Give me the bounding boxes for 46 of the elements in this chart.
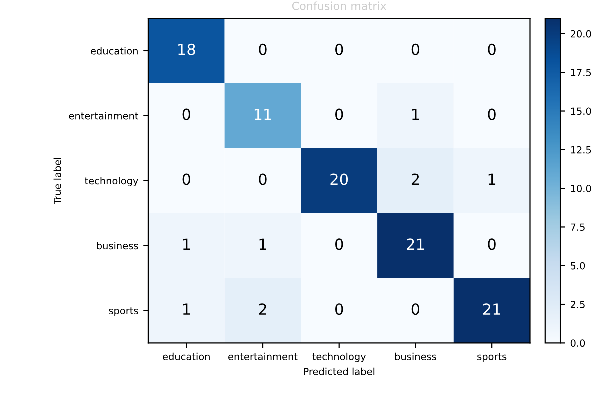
data-label: 0: [488, 238, 496, 250]
x-tick-label: sports: [478, 353, 507, 362]
y-tick-label: technology: [85, 177, 138, 187]
data-label: 0: [259, 44, 267, 56]
data-label: 0: [336, 238, 344, 250]
data-label: 0: [488, 108, 496, 120]
y-tick-label: business: [97, 242, 138, 250]
data-label: 0: [182, 174, 190, 186]
data-label: 21: [483, 304, 500, 315]
x-tick-label: business: [395, 352, 436, 360]
data-label: 2: [412, 174, 420, 186]
x-tick-label: technology: [312, 352, 366, 362]
data-label: 21: [407, 238, 424, 250]
y-tick-label: sports: [109, 308, 138, 316]
data-label: 0: [336, 44, 344, 56]
color-bar-label: 10.0: [571, 185, 592, 192]
x-tick-label: entertainment: [228, 352, 298, 360]
data-label: 0: [182, 108, 190, 120]
color-bar-label: 17.5: [571, 69, 592, 76]
x-axis-title: Predicted label: [304, 368, 375, 376]
y-tick-label: entertainment: [69, 112, 139, 120]
data-label: 1: [183, 304, 190, 315]
data-label: 1: [488, 174, 496, 186]
data-label: 1: [412, 108, 420, 120]
color-bar-label: 5.0: [571, 262, 586, 270]
data-label: 0: [336, 304, 344, 316]
data-label: 20: [330, 174, 348, 186]
data-label: 0: [412, 44, 420, 56]
data-label: 0: [488, 44, 496, 56]
y-axis-title: True label: [54, 158, 62, 204]
data-label: 1: [183, 238, 190, 250]
color-bar-label: 0.0: [570, 340, 586, 348]
data-label: 0: [412, 304, 420, 316]
data-label: 18: [178, 44, 196, 56]
data-label: 2: [259, 304, 266, 315]
data-label: 1: [260, 238, 266, 250]
color-bar-label: 15.0: [571, 108, 592, 116]
color-bar-label: 20.0: [570, 30, 592, 38]
x-tick-label: education: [163, 352, 210, 360]
data-label: 11: [254, 108, 272, 120]
data-label: 0: [259, 174, 267, 186]
color-bar-label: 7.5: [571, 224, 585, 232]
data-label: 0: [336, 108, 344, 120]
y-tick-label: education: [91, 47, 138, 55]
color-bar-label: 12.5: [571, 146, 592, 154]
color-bar-label: 2.5: [570, 301, 585, 308]
